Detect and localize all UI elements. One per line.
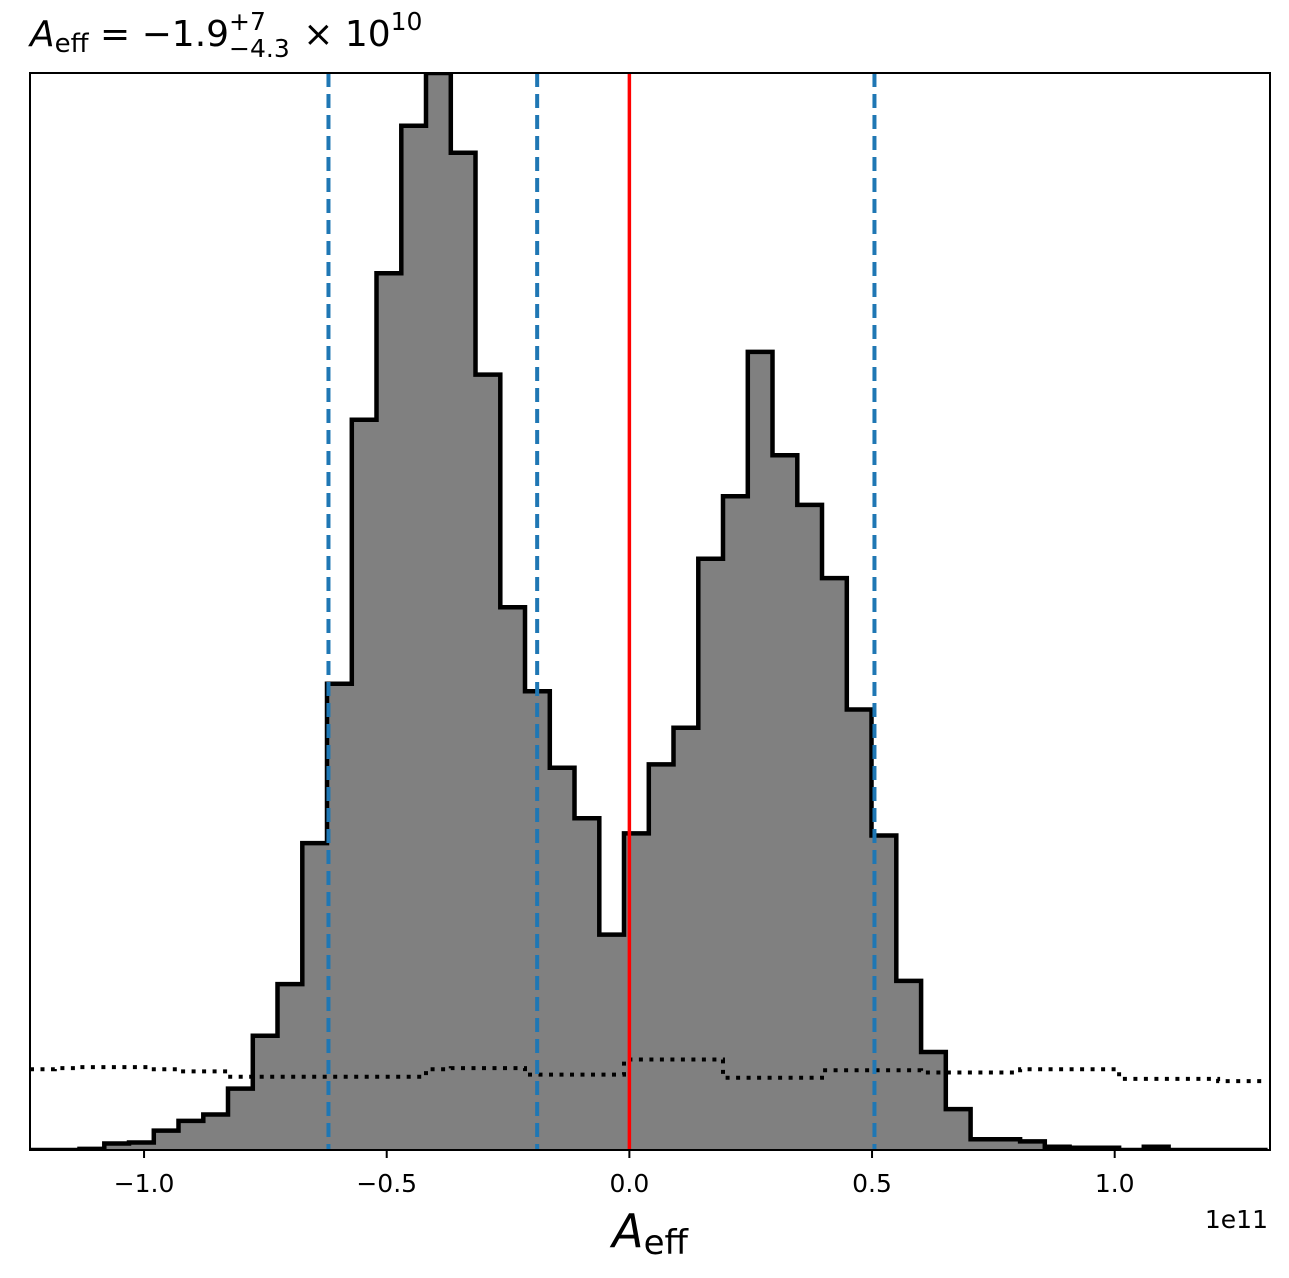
- x-tick-label-1: −0.5: [356, 1169, 417, 1198]
- x-offset-label: 1e11: [1205, 1205, 1268, 1234]
- title-equals: =: [89, 14, 142, 55]
- title-lower-error: −4.3: [229, 34, 290, 63]
- x-tick-label-2: 0.0: [609, 1169, 649, 1198]
- axes-frame: [29, 72, 1271, 1151]
- title-symbol: A: [28, 14, 55, 55]
- x-tick-label-3: 0.5: [852, 1169, 892, 1198]
- x-tick-label-4: 1.0: [1095, 1169, 1135, 1198]
- xlabel-symbol: A: [609, 1204, 643, 1258]
- quantile-lines: [326, 73, 877, 1150]
- histogram-fill: [30, 73, 1268, 1150]
- x-axis-label: Aeff: [609, 1204, 689, 1263]
- title-exponent: 10: [391, 7, 423, 36]
- title-median: −1.9: [142, 14, 229, 55]
- title-upper-error: +7: [229, 7, 266, 36]
- x-tick-label-0: −1.0: [114, 1169, 175, 1198]
- xlabel-subscript: eff: [644, 1223, 690, 1263]
- prior-histogram: [30, 1057, 1268, 1084]
- histogram-outline: [30, 73, 1268, 1150]
- x-axis-ticks: −1.0 −0.5 0.0 0.5 1.0: [114, 1150, 1135, 1198]
- plot-area: [30, 73, 1268, 1150]
- chart-title: Aeff = −1.9+7 −4.3 × 1010: [28, 7, 422, 63]
- title-times: × 10: [292, 14, 391, 55]
- title-subscript: eff: [55, 29, 90, 59]
